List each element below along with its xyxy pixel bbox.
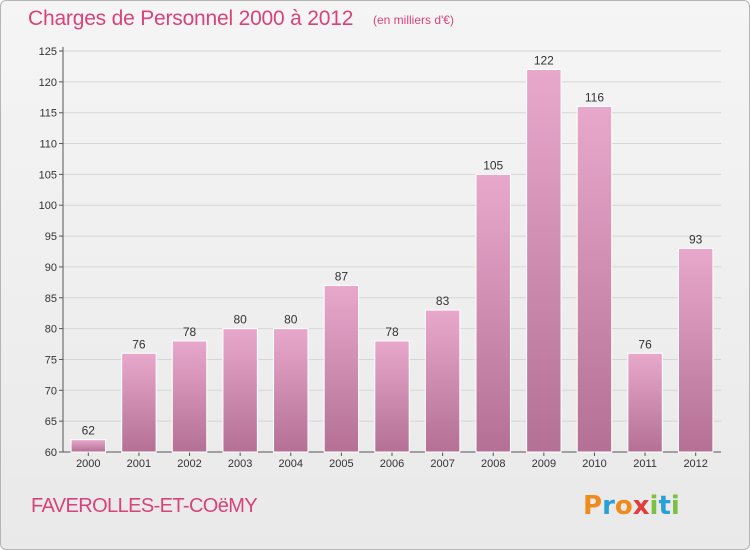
bar-2000: [70, 439, 107, 453]
logo-letter: x: [632, 491, 650, 521]
x-tick-label: 2003: [228, 458, 252, 470]
y-tick-label: 120: [39, 77, 57, 89]
value-label: 78: [385, 325, 399, 339]
y-tick-label: 125: [39, 46, 57, 58]
y-tick-label: 80: [45, 324, 57, 336]
value-label: 78: [183, 325, 197, 339]
bar-2007: [424, 309, 461, 453]
x-tick-label: 2012: [683, 458, 707, 470]
bar-2011: [627, 352, 663, 453]
bar-2010: [576, 106, 613, 453]
value-label: 105: [483, 158, 503, 172]
commune-name: FAVEROLLES-ET-COëMY: [31, 495, 258, 517]
y-tick-label: 70: [45, 385, 57, 397]
x-tick-label: 2002: [177, 458, 201, 470]
chart-subtitle: (en milliers d'€): [373, 13, 454, 27]
x-tick-label: 2000: [76, 458, 100, 470]
value-label: 76: [638, 337, 652, 351]
value-label: 62: [82, 424, 96, 438]
y-tick-label: 110: [39, 139, 57, 151]
bar-2002: [171, 340, 208, 453]
value-label: 80: [284, 313, 298, 327]
y-tick-label: 85: [45, 293, 57, 305]
bars: [70, 69, 714, 453]
bar-2003: [222, 328, 258, 453]
logo-letter: o: [614, 491, 633, 521]
value-label: 122: [534, 54, 554, 68]
y-tick-label: 75: [45, 354, 57, 366]
bar-2005: [323, 284, 360, 453]
value-labels: 62 76 78 80 80 87 78 83 105 122 116 76 93: [82, 54, 703, 438]
bar-2001: [121, 352, 157, 453]
x-tick-label: 2001: [127, 458, 151, 470]
x-tick-label: 2011: [633, 458, 657, 470]
y-tick-label: 115: [39, 108, 57, 120]
chart-title: Charges de Personnel 2000 à 2012: [28, 7, 354, 30]
y-tick-label: 95: [45, 231, 57, 243]
bar-2012: [677, 247, 714, 453]
value-label: 80: [233, 313, 247, 327]
x-tick-label: 2005: [329, 458, 353, 470]
value-label: 87: [335, 269, 349, 283]
bar-2009: [526, 69, 562, 453]
x-tick-label: 2007: [430, 458, 454, 470]
proxiti-logo[interactable]: Proxiti: [583, 491, 680, 521]
x-tick-label: 2004: [279, 458, 303, 470]
value-label: 93: [689, 232, 703, 246]
bar-2008: [475, 173, 511, 453]
logo-letter: i: [670, 491, 680, 521]
value-label: 76: [132, 337, 146, 351]
logo-letter: r: [602, 491, 615, 521]
y-tick-label: 100: [39, 200, 57, 212]
bar-2004: [273, 328, 309, 453]
y-tick-label: 65: [45, 416, 57, 428]
y-tick-label: 105: [39, 169, 57, 181]
x-tick-label: 2008: [481, 458, 505, 470]
x-tick-label: 2006: [380, 458, 404, 470]
logo-letter: P: [583, 491, 603, 521]
logo-letter: t: [658, 491, 671, 521]
bar-2006: [374, 340, 410, 453]
value-label: 83: [436, 294, 450, 308]
y-tick-label: 60: [45, 447, 57, 459]
y-tick-label: 90: [45, 262, 57, 274]
x-tick-label: 2009: [532, 458, 556, 470]
value-label: 116: [585, 91, 604, 105]
logo-letter: i: [649, 491, 659, 521]
x-tick-label: 2010: [582, 458, 606, 470]
